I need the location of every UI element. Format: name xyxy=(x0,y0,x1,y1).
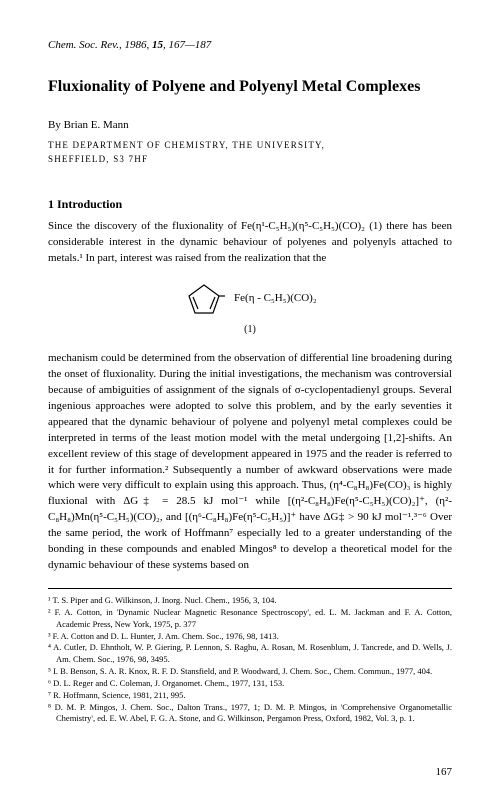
references-section: ¹ T. S. Piper and G. Wilkinson, J. Inorg… xyxy=(48,588,452,725)
chemical-structure: Fe(η - C₅H₅)(CO)₂ (1) xyxy=(48,281,452,337)
affiliation-line1: THE DEPARTMENT OF CHEMISTRY, THE UNIVERS… xyxy=(48,140,325,150)
paragraph-1: Since the discovery of the fluxionality … xyxy=(48,219,452,267)
section-heading: 1 Introduction xyxy=(48,196,452,213)
journal-header: Chem. Soc. Rev., 1986, 15, 167—187 xyxy=(48,38,452,53)
section-number: 1 xyxy=(48,197,54,211)
reference-3: ³ F. A. Cotton and D. L. Hunter, J. Am. … xyxy=(48,631,452,642)
journal-year: 1986 xyxy=(124,39,146,51)
affiliation-line2: SHEFFIELD, S3 7HF xyxy=(48,154,148,164)
reference-6: ⁶ D. L. Reger and C. Coleman, J. Organom… xyxy=(48,678,452,689)
reference-5: ⁵ I. B. Benson, S. A. R. Knox, R. F. D. … xyxy=(48,666,452,677)
author-name: By Brian E. Mann xyxy=(48,118,452,133)
cyclopentadiene-ring-icon xyxy=(183,281,225,317)
article-title: Fluxionality of Polyene and Polyenyl Met… xyxy=(48,77,452,98)
reference-1: ¹ T. S. Piper and G. Wilkinson, J. Inorg… xyxy=(48,595,452,606)
section-title: Introduction xyxy=(57,197,122,211)
reference-7: ⁷ R. Hoffmann, Science, 1981, 211, 995. xyxy=(48,690,452,701)
paragraph-2: mechanism could be determined from the o… xyxy=(48,351,452,574)
reference-8: ⁸ D. M. P. Mingos, J. Chem. Soc., Dalton… xyxy=(48,702,452,725)
journal-name: Chem. Soc. Rev. xyxy=(48,39,119,51)
journal-pages: 167—187 xyxy=(168,39,211,51)
journal-volume: 15 xyxy=(152,39,163,51)
structure-label: (1) xyxy=(48,323,452,337)
reference-4: ⁴ A. Cutler, D. Ehntholt, W. P. Giering,… xyxy=(48,642,452,665)
reference-2: ² F. A. Cotton, in 'Dynamic Nuclear Magn… xyxy=(48,607,452,630)
structure-formula-text: Fe(η - C₅H₅)(CO)₂ xyxy=(234,292,317,304)
page-number: 167 xyxy=(436,765,453,780)
affiliation: THE DEPARTMENT OF CHEMISTRY, THE UNIVERS… xyxy=(48,138,452,167)
